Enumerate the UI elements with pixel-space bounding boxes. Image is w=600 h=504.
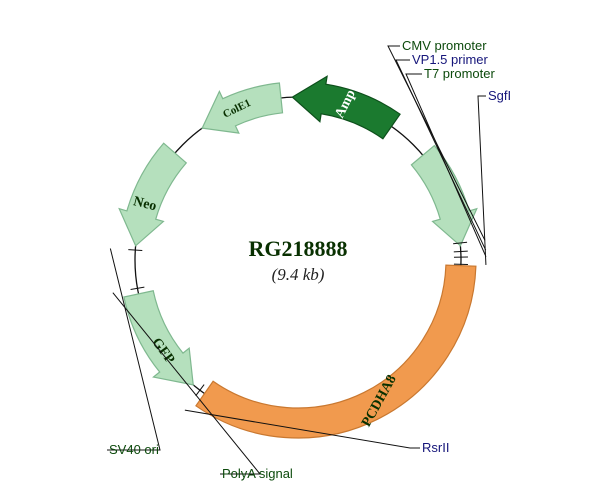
callout-label-vp1-5-primer: VP1.5 primer bbox=[412, 52, 489, 67]
plasmid-map: RG218888(9.4 kb)PCDHA8GFPNeoColE1AmpCMV … bbox=[0, 0, 600, 504]
plasmid-size: (9.4 kb) bbox=[272, 265, 325, 284]
callout-label-sgfi: SgfI bbox=[488, 88, 511, 103]
callout-label-rsrii: RsrII bbox=[422, 440, 449, 455]
callout-leader bbox=[478, 96, 486, 265]
callout-tick bbox=[128, 250, 142, 251]
callout-tick bbox=[196, 385, 204, 396]
callout-label-cmv-promoter: CMV promoter bbox=[402, 38, 487, 53]
plasmid-title: RG218888 bbox=[249, 236, 348, 261]
callout-label-t7-promoter: T7 promoter bbox=[424, 66, 495, 81]
callout-label-sv40-ori: SV40 ori bbox=[109, 442, 159, 457]
segment-neo bbox=[119, 143, 186, 246]
callout-label-polya-signal: PolyA signal bbox=[222, 466, 293, 481]
segment-pcdha8 bbox=[196, 265, 476, 438]
callout-tick bbox=[454, 251, 468, 252]
